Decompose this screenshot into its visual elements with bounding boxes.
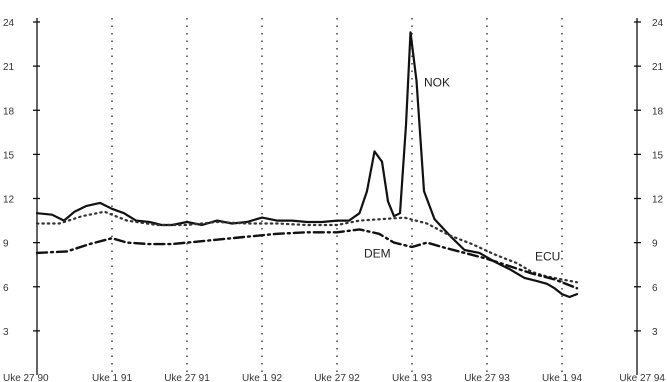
- series-lines: [35, 31, 579, 299]
- x-tick-label: Uke 27 91: [164, 373, 210, 382]
- x-tick-label: Uke 27 93: [464, 373, 510, 382]
- x-tick-label: Uke 27 94: [619, 373, 665, 382]
- y-tick-label: 12: [3, 195, 15, 206]
- y-tick-label: 18: [3, 106, 15, 117]
- x-tick-label: Uke 1 93: [392, 373, 432, 382]
- y-tick-label-right: 24: [652, 18, 664, 29]
- gridlines: [111, 18, 563, 375]
- series-labels: NOK DEM ECU: [364, 76, 560, 264]
- y-tick-label: 3: [3, 327, 9, 338]
- left-y-ticks: 3 6 9 12 15 18 21 24: [3, 18, 40, 338]
- series-line-ecu: [35, 210, 579, 284]
- x-tick-label: Uke 27 90: [3, 373, 49, 382]
- y-tick-label-right: 9: [652, 239, 658, 250]
- y-tick-label-right: 3: [652, 327, 658, 338]
- y-tick-label: 24: [3, 18, 15, 29]
- x-tick-label: Uke 27 92: [314, 373, 360, 382]
- y-tick-label: 21: [3, 62, 15, 73]
- y-tick-label-right: 6: [652, 283, 658, 294]
- y-tick-label: 15: [3, 150, 15, 161]
- y-tick-label-right: 18: [652, 106, 664, 117]
- y-tick-label-right: 12: [652, 195, 664, 206]
- x-tick-label: Uke 1 91: [92, 373, 132, 382]
- y-tick-label: 6: [3, 283, 9, 294]
- series-line-nok: [35, 31, 579, 299]
- x-tick-label: Uke 1 94: [542, 373, 582, 382]
- x-ticks: Uke 27 90 Uke 1 91 Uke 27 91 Uke 1 92 Uke 27…: [3, 373, 665, 382]
- series-label-nok: NOK: [424, 76, 450, 90]
- y-tick-label: 9: [3, 239, 9, 250]
- series-label-dem: DEM: [364, 246, 391, 260]
- series-label-ecu: ECU: [535, 249, 560, 263]
- x-tick-label: Uke 1 92: [242, 373, 282, 382]
- series-line-dem: [35, 228, 579, 290]
- y-tick-label-right: 21: [652, 62, 664, 73]
- right-y-ticks: 3 6 9 12 15 18 21 24: [634, 18, 664, 338]
- y-tick-label-right: 15: [652, 150, 664, 161]
